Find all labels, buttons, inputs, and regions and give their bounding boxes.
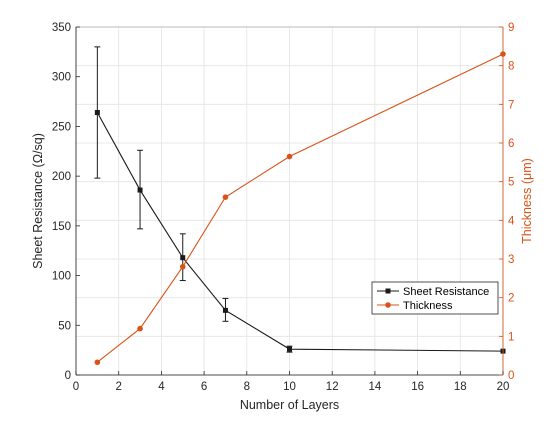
data-point: [94, 359, 101, 366]
series-line: [96, 112, 504, 352]
y-right-tick-label: 5: [508, 177, 514, 189]
y-right-tick-label: 0: [508, 370, 514, 382]
legend-item: Thickness: [377, 300, 453, 312]
y-left-tick-label: 300: [52, 72, 71, 84]
x-tick-label: 16: [411, 381, 424, 393]
x-tick-label: 18: [454, 381, 467, 393]
axes: 0 2 4 6 8 10 12 14 16 18 2005010015020025030035001…: [52, 22, 515, 393]
data-point: [137, 187, 143, 193]
x-tick-label: 14: [369, 381, 382, 393]
y-right-tick-label: 8: [508, 61, 514, 73]
data-point: [222, 307, 228, 313]
y-axis-right-label: Thickness (μm): [520, 158, 534, 244]
data-point: [180, 255, 186, 261]
x-tick-label: 12: [326, 381, 339, 393]
y-left-tick-label: 0: [65, 370, 71, 382]
data-point: [287, 346, 292, 352]
x-tick-label: 20: [497, 381, 510, 393]
y-right-tick-label: 3: [508, 254, 514, 266]
data-point: [137, 325, 143, 332]
y-right-tick-label: 9: [508, 22, 514, 34]
data-point: [286, 153, 293, 160]
legend-item: Sheet Resistance: [377, 286, 489, 298]
y-right-tick-label: 1: [508, 331, 514, 343]
y-axis-left-label: Sheet Resistance (Ω/sq): [31, 133, 45, 269]
x-tick-label: 2: [115, 381, 121, 393]
y-right-tick-label: 4: [508, 215, 515, 227]
x-tick-label: 10: [283, 381, 296, 393]
data-point: [94, 110, 100, 116]
y-left-tick-label: 250: [52, 121, 71, 133]
legend-marker: [385, 302, 391, 308]
data-point: [222, 194, 229, 200]
series-line: [97, 53, 504, 363]
y-left-tick-label: 100: [52, 271, 71, 283]
legend-marker: [385, 288, 391, 294]
legend-label: Sheet Resistance: [403, 286, 489, 298]
data-point: [179, 263, 186, 270]
series-layer: [94, 46, 506, 366]
x-tick-label: 4: [158, 381, 165, 393]
y-left-tick-label: 50: [58, 320, 71, 332]
series-thickness: [94, 51, 506, 366]
y-right-tick-label: 2: [508, 293, 514, 305]
x-axis-label: Number of Layers: [240, 398, 339, 412]
x-tick-label: 6: [201, 381, 207, 393]
x-tick-label: 0: [73, 381, 79, 393]
y-right-tick-label: 7: [508, 99, 514, 111]
x-tick-label: 8: [244, 381, 250, 393]
y-left-tick-label: 200: [52, 171, 71, 183]
y-left-tick-label: 350: [52, 22, 71, 34]
legend-box: [371, 281, 499, 315]
y-left-tick-label: 150: [52, 221, 71, 233]
legend: Sheet Resistance Thickness: [371, 281, 499, 315]
legend-label: Thickness: [403, 300, 453, 312]
y-right-tick-label: 6: [508, 138, 514, 150]
